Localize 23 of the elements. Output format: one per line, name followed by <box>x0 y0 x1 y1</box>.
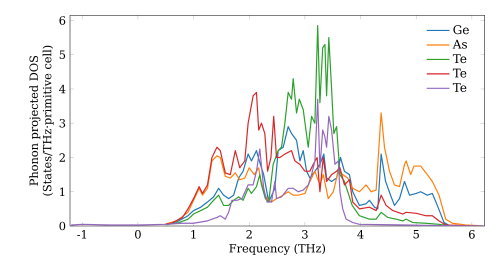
line-series <box>70 98 484 226</box>
x-tick-label: 3 <box>302 230 308 239</box>
x-tick-label: 4 <box>357 230 364 238</box>
x-tick-label: 2 <box>246 230 252 238</box>
legend-label: Te <box>452 83 466 92</box>
y-tick-label: 3 <box>60 118 66 128</box>
x-tick-label: -1 <box>77 230 86 238</box>
legend-label: Te <box>452 68 466 78</box>
y-tick-label: 6 <box>60 16 66 25</box>
y-tick-label: 1 <box>60 188 64 196</box>
x-tick-label: 1 <box>191 230 196 238</box>
x-tick-label: 5 <box>414 230 419 238</box>
y-tick-label: 4 <box>59 84 66 94</box>
legend-label: Te <box>452 54 466 64</box>
legend-label: Ge <box>453 25 469 34</box>
y-tick-label: 0 <box>60 222 66 230</box>
y-tick-label: 2 <box>60 153 65 162</box>
x-tick-label: 0 <box>135 230 141 239</box>
x-tick-label: 6 <box>469 230 475 239</box>
y-tick-label: 5 <box>60 50 66 59</box>
x-axis-title: Frequency (THz) <box>229 244 326 255</box>
y-axis-title: Phonon projected DOS (States/THz·primitive cell) <box>29 46 54 196</box>
legend-label: As <box>452 40 467 49</box>
